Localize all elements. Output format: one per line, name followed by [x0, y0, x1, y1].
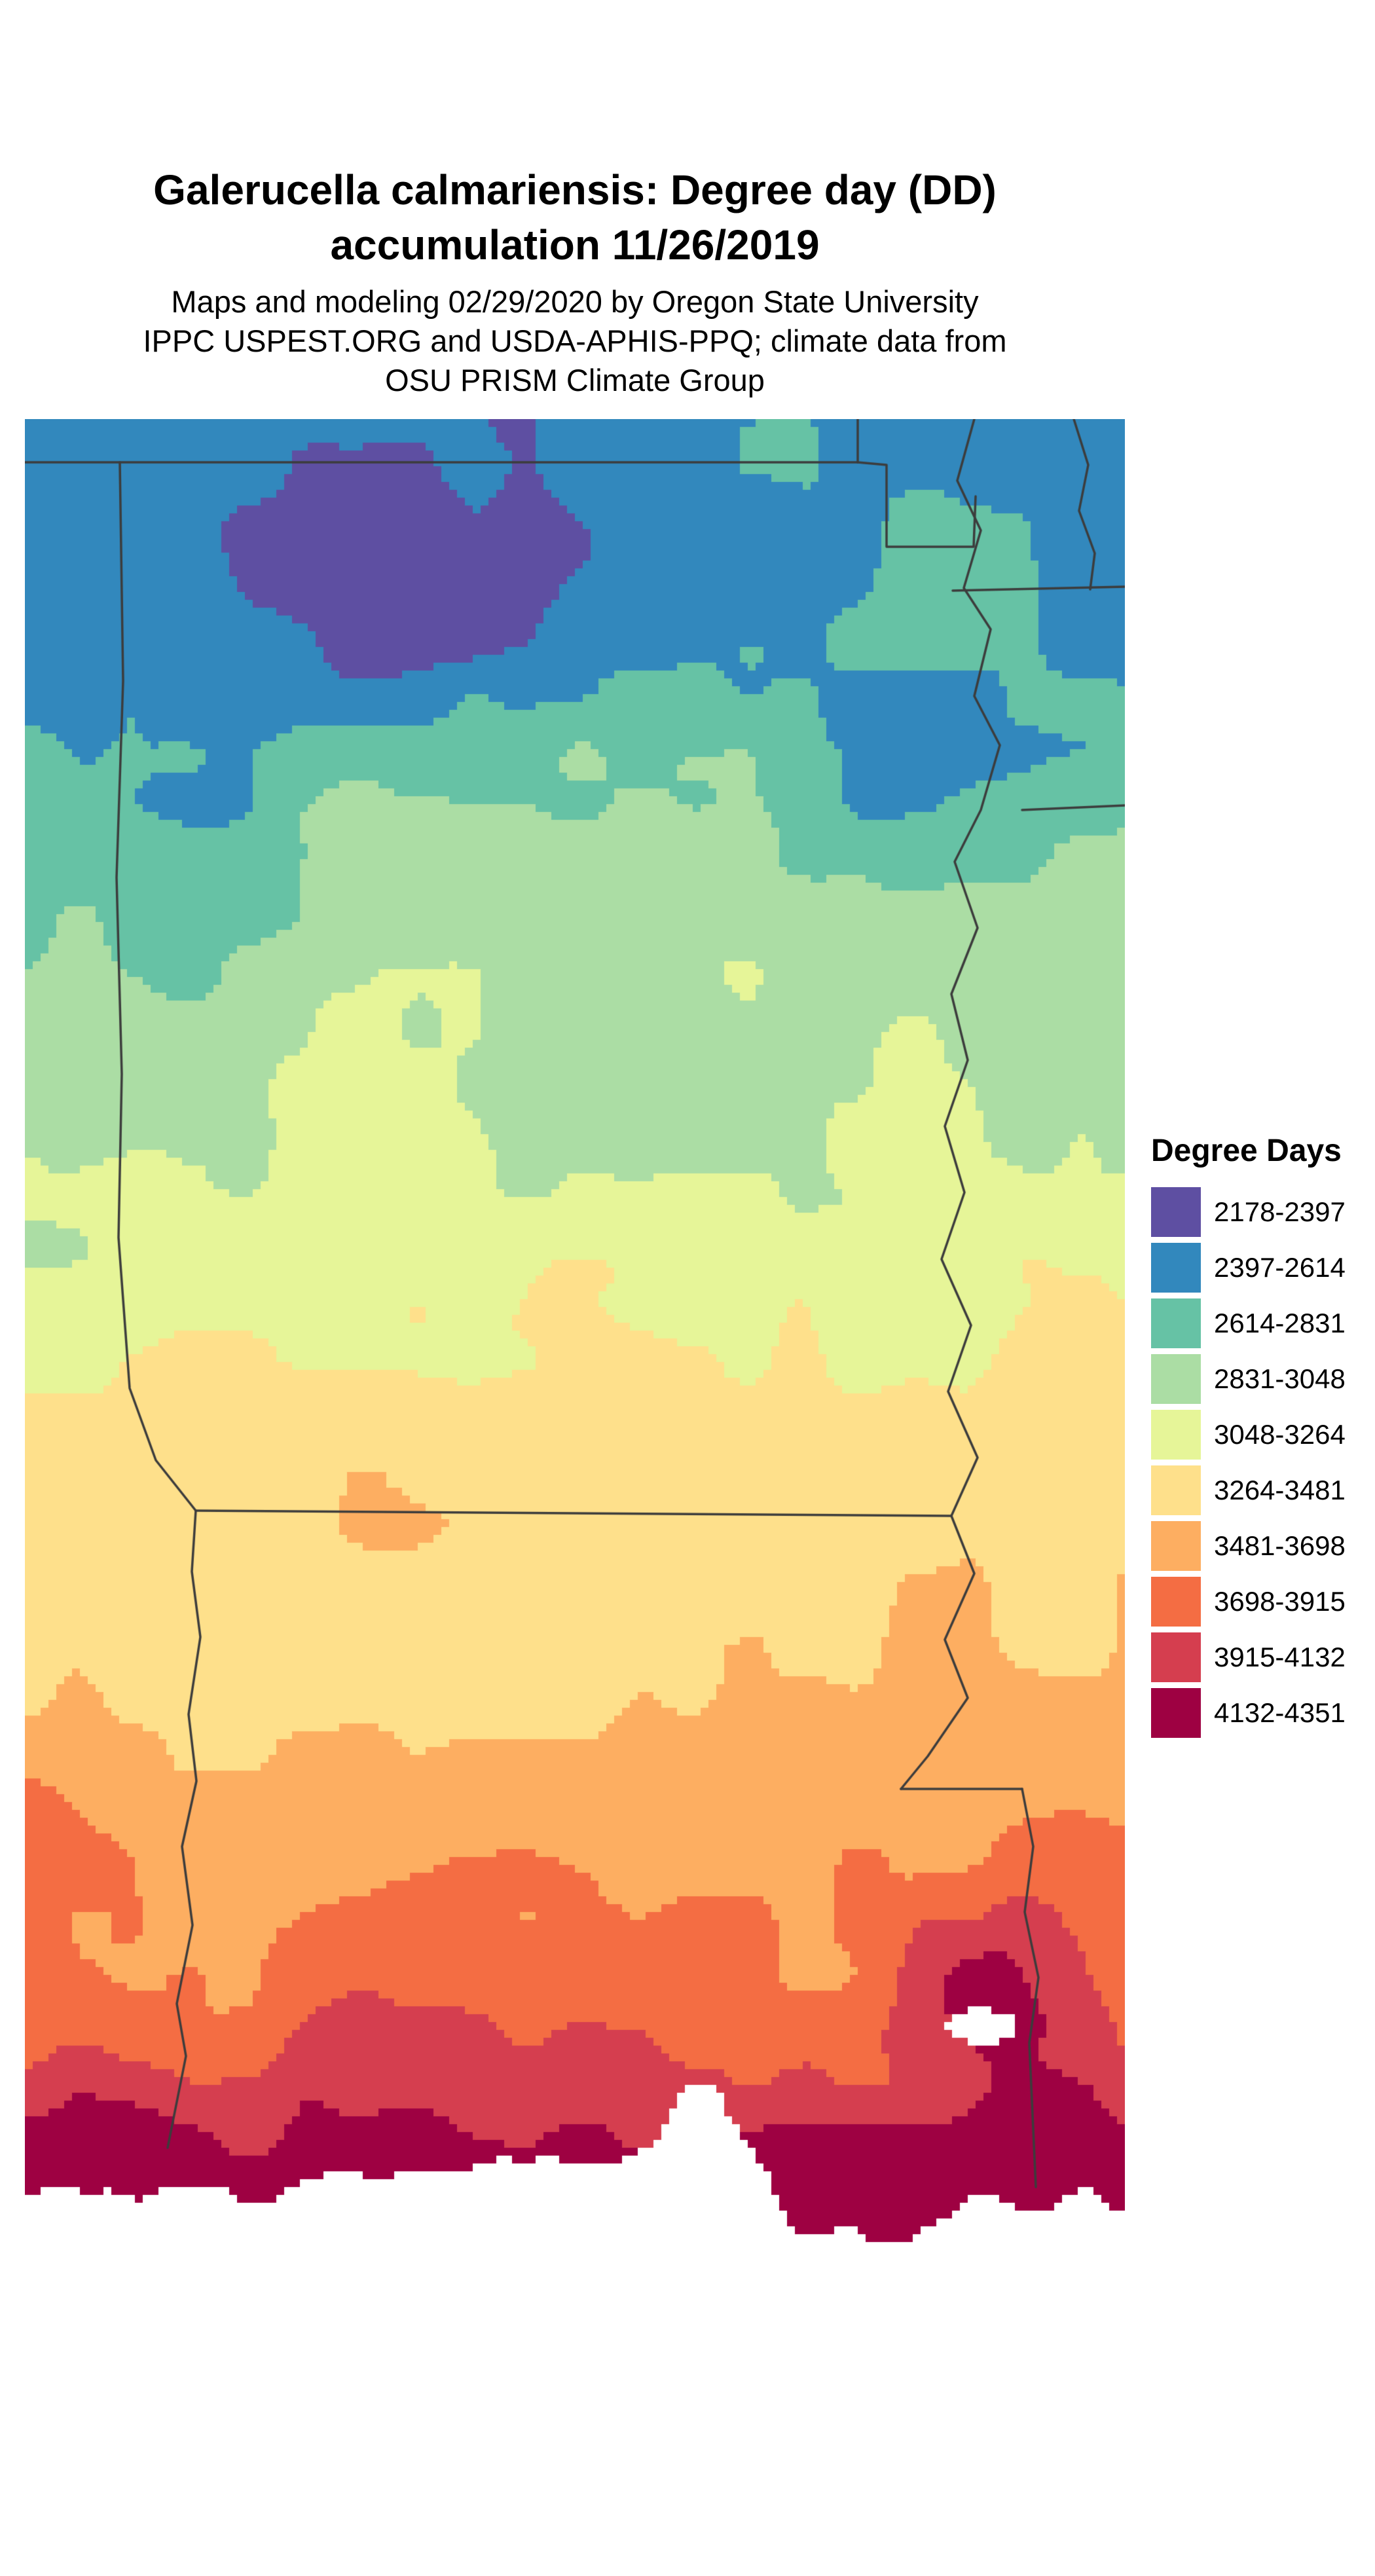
legend-label: 2178-2397	[1214, 1196, 1346, 1227]
legend-entry: 2397-2614	[1151, 1243, 1375, 1293]
legend-entries: 2178-2397 2397-2614 2614-2831 2831-3048 3048…	[1151, 1187, 1375, 1738]
legend-entry: 2831-3048	[1151, 1354, 1375, 1404]
legend-entry: 3048-3264	[1151, 1410, 1375, 1460]
legend-entry: 3264-3481	[1151, 1465, 1375, 1515]
legend-label: 3698-3915	[1214, 1586, 1346, 1617]
legend-entry: 3481-3698	[1151, 1521, 1375, 1571]
header: Galerucella calmariensis: Degree day (DD…	[25, 162, 1125, 400]
legend: Degree Days 2178-2397 2397-2614 2614-2831 2…	[1151, 1133, 1375, 1744]
legend-title: Degree Days	[1151, 1133, 1342, 1168]
legend-entry: 3915-4132	[1151, 1632, 1375, 1682]
legend-swatch	[1151, 1298, 1201, 1348]
legend-swatch	[1151, 1688, 1201, 1738]
legend-entry: 2178-2397	[1151, 1187, 1375, 1237]
map-title-line-1: Galerucella calmariensis: Degree day (DD…	[153, 166, 997, 213]
degree-day-map	[25, 419, 1125, 2246]
map-subtitle-line-1: Maps and modeling 02/29/2020 by Oregon S…	[171, 284, 979, 319]
legend-label: 3915-4132	[1214, 1642, 1346, 1672]
legend-swatch	[1151, 1354, 1201, 1404]
subtitle-block: Maps and modeling 02/29/2020 by Oregon S…	[25, 282, 1125, 400]
legend-swatch	[1151, 1632, 1201, 1682]
legend-swatch	[1151, 1187, 1201, 1237]
map-title-line-2: accumulation 11/26/2019	[330, 221, 820, 269]
legend-entry: 2614-2831	[1151, 1298, 1375, 1348]
legend-swatch	[1151, 1521, 1201, 1571]
legend-label: 2831-3048	[1214, 1363, 1346, 1394]
legend-swatch	[1151, 1465, 1201, 1515]
legend-swatch	[1151, 1410, 1201, 1460]
legend-label: 2614-2831	[1214, 1308, 1346, 1338]
map-subtitle-line-3: OSU PRISM Climate Group	[385, 363, 765, 398]
legend-swatch	[1151, 1577, 1201, 1627]
legend-label: 3481-3698	[1214, 1530, 1346, 1561]
legend-label: 4132-4351	[1214, 1697, 1346, 1728]
legend-entry: 3698-3915	[1151, 1577, 1375, 1627]
legend-label: 3264-3481	[1214, 1475, 1346, 1505]
map-subtitle-line-2: IPPC USPEST.ORG and USDA-APHIS-PPQ; clim…	[143, 323, 1007, 359]
legend-entry: 4132-4351	[1151, 1688, 1375, 1738]
legend-swatch	[1151, 1243, 1201, 1293]
legend-label: 3048-3264	[1214, 1419, 1346, 1450]
legend-label: 2397-2614	[1214, 1252, 1346, 1283]
